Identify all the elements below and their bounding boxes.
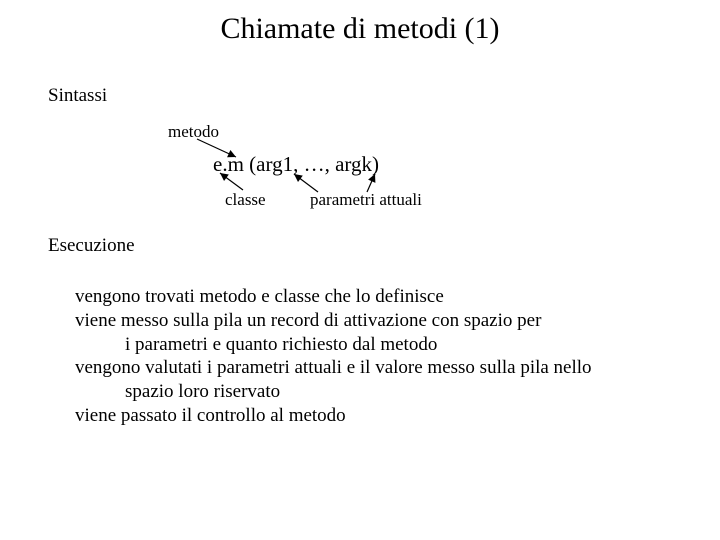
label-metodo: metodo xyxy=(168,122,219,142)
body-line-2: viene messo sulla pila un record di atti… xyxy=(75,310,541,331)
body-text: vengono trovati metodo e classe che lo d… xyxy=(75,285,665,428)
arrows-svg xyxy=(0,0,720,540)
body-line-3: vengono valutati i parametri attuali e i… xyxy=(75,357,592,378)
heading-sintassi: Sintassi xyxy=(48,85,107,107)
body-line-3b: spazio loro riservato xyxy=(75,380,665,404)
body-line-4: viene passato il controllo al metodo xyxy=(75,405,346,426)
heading-esecuzione: Esecuzione xyxy=(48,235,135,257)
body-line-2b: i parametri e quanto richiesto dal metod… xyxy=(75,333,665,357)
slide: { "title": "Chiamate di metodi (1)", "si… xyxy=(0,0,720,540)
slide-title: Chiamate di metodi (1) xyxy=(0,12,720,46)
label-classe: classe xyxy=(225,190,266,210)
body-line-1: vengono trovati metodo e classe che lo d… xyxy=(75,286,444,307)
syntax-expression: e.m (arg1, …, argk) xyxy=(213,152,379,177)
label-parametri: parametri attuali xyxy=(310,190,422,210)
